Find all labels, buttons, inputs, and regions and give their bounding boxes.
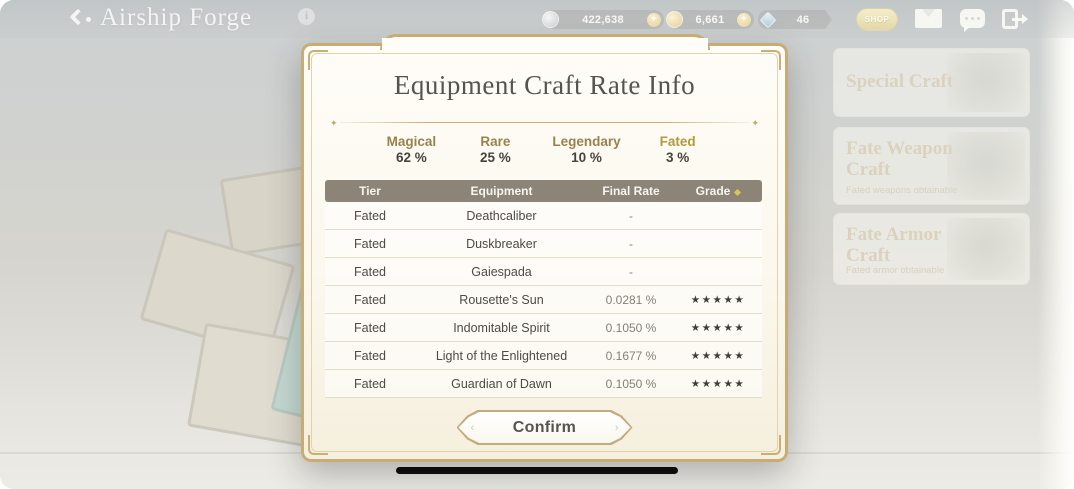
table-row: Fated Gaiespada - xyxy=(325,258,762,286)
table-row: Fated Indomitable Spirit 0.1050 % ★★★★★ xyxy=(325,314,762,342)
corner-ornament xyxy=(761,50,781,70)
cell-final-rate: 0.0281 % xyxy=(605,292,657,307)
equipment-table: Tier Equipment Final Rate Grade Fated De… xyxy=(325,180,762,398)
rate-label: Legendary xyxy=(552,134,621,149)
rate-summary: Magical 62 % Rare 25 % Legendary 10 % Fa… xyxy=(304,134,785,165)
rate-value: 62 % xyxy=(395,150,427,165)
cell-tier: Fated xyxy=(354,264,386,279)
divider-ornament-icon: ✦ xyxy=(330,118,338,128)
chevron-right-icon: › xyxy=(614,421,619,434)
cell-final-rate: - xyxy=(629,208,633,223)
dialog-crest xyxy=(379,34,710,52)
divider-ornament-icon: ✦ xyxy=(751,118,759,128)
rate-label: Magical xyxy=(386,134,437,149)
confirm-button[interactable]: Confirm ‹ › xyxy=(456,410,633,445)
table-header: Tier Equipment Final Rate Grade xyxy=(325,180,762,202)
corner-ornament xyxy=(308,435,328,455)
cell-final-rate: 0.1050 % xyxy=(605,376,657,391)
cell-equipment: Rousette's Sun xyxy=(459,292,544,307)
table-row: Fated Light of the Enlightened 0.1677 % … xyxy=(325,342,762,370)
header-equipment: Equipment xyxy=(470,184,533,198)
chevron-left-icon: ‹ xyxy=(470,421,475,434)
cell-equipment: Guardian of Dawn xyxy=(451,376,552,391)
table-row: Fated Deathcaliber - xyxy=(325,202,762,230)
cell-equipment: Indomitable Spirit xyxy=(453,320,550,335)
rate-rare: Rare 25 % xyxy=(468,134,522,165)
cell-final-rate: 0.1677 % xyxy=(605,348,657,363)
cell-equipment: Deathcaliber xyxy=(466,208,537,223)
cell-equipment: Gaiespada xyxy=(471,264,532,279)
sort-icon xyxy=(734,188,742,197)
cell-tier: Fated xyxy=(354,376,386,391)
cell-grade: ★★★★★ xyxy=(690,349,746,362)
cell-tier: Fated xyxy=(354,348,386,363)
header-tier: Tier xyxy=(359,184,381,198)
rate-value: 3 % xyxy=(666,150,690,165)
corner-ornament xyxy=(308,50,328,70)
title-divider: ✦ ✦ xyxy=(330,118,759,128)
cell-final-rate: 0.1050 % xyxy=(605,320,657,335)
rate-value: 25 % xyxy=(479,150,511,165)
header-final-rate: Final Rate xyxy=(602,184,660,198)
confirm-label: Confirm xyxy=(512,418,577,436)
cell-tier: Fated xyxy=(354,236,386,251)
rate-legendary: Legendary 10 % xyxy=(552,134,620,165)
table-row: Fated Duskbreaker - xyxy=(325,230,762,258)
cell-grade: ★★★★★ xyxy=(690,377,746,390)
rate-label: Fated xyxy=(659,134,696,149)
header-grade[interactable]: Grade xyxy=(674,184,762,198)
craft-rate-dialog: Equipment Craft Rate Info ✦ ✦ Magical 62… xyxy=(301,34,788,462)
rate-fated: Fated 3 % xyxy=(651,134,705,165)
rate-value: 10 % xyxy=(571,150,602,165)
cell-equipment: Duskbreaker xyxy=(466,236,537,251)
rate-label: Rare xyxy=(480,134,511,149)
cell-tier: Fated xyxy=(354,208,386,223)
cell-grade: ★★★★★ xyxy=(690,293,746,306)
home-indicator xyxy=(396,467,678,474)
cell-tier: Fated xyxy=(354,292,386,307)
dialog-title: Equipment Craft Rate Info xyxy=(393,70,696,100)
table-row: Fated Rousette's Sun 0.0281 % ★★★★★ xyxy=(325,286,762,314)
confirm-button-face: Confirm xyxy=(458,412,631,443)
cell-equipment: Light of the Enlightened xyxy=(435,348,568,363)
corner-ornament xyxy=(761,435,781,455)
rate-magical: Magical 62 % xyxy=(384,134,438,165)
cell-final-rate: - xyxy=(629,264,633,279)
table-row: Fated Guardian of Dawn 0.1050 % ★★★★★ xyxy=(325,370,762,398)
cell-tier: Fated xyxy=(354,320,386,335)
cell-grade: ★★★★★ xyxy=(690,321,746,334)
cell-final-rate: - xyxy=(629,236,633,251)
